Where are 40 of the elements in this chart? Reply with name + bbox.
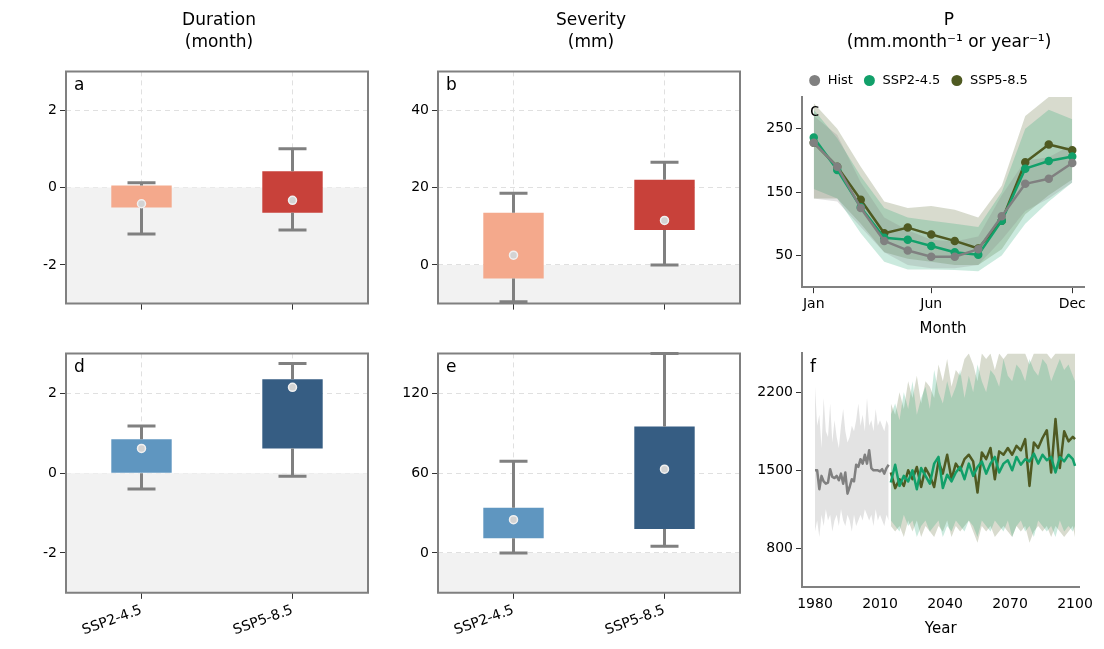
x-tick-label: 2010 [862,595,898,612]
annotation: e [446,356,457,377]
annotation: a [74,74,85,95]
x-tick-label: 1980 [797,595,833,612]
x-tick-label: 2040 [927,595,963,612]
legend-label: Hist [827,71,853,87]
annotation: f [810,356,817,377]
y-tick-label: 2 [48,100,57,117]
y-tick-label: 120 [402,383,429,400]
x-tick-label: Jan [801,295,825,312]
annotation: b [446,74,457,95]
y-tick-label: 0 [420,255,429,272]
y-tick-label: 40 [411,100,429,117]
y-tick-label: 800 [766,538,793,555]
x-tick-label: Jun [919,295,943,312]
y-tick-label: 2 [48,383,57,400]
x-tick-label: 2100 [1057,595,1093,612]
y-tick-label: 2200 [757,383,793,400]
chart-title: Duration (month) [181,8,257,53]
annotation: d [74,356,85,377]
y-tick-label: 0 [48,463,57,480]
y-tick-label: 150 [766,182,793,199]
x-tick-label: Dec [1058,295,1086,312]
y-tick-label: 0 [48,178,57,195]
y-tick-label: 20 [411,178,429,195]
y-tick-label: 1500 [757,460,793,477]
annotation: c [810,99,820,120]
x-axis-title: Year [923,618,958,637]
y-tick-label: -2 [43,543,57,560]
y-tick-label: 250 [766,119,793,136]
legend-label: SSP5-8.5 [969,71,1028,87]
y-tick-label: 60 [411,463,429,480]
y-tick-label: 50 [775,246,793,263]
y-tick-label: -2 [43,255,57,272]
chart-title: P (mm.month⁻¹ or year⁻¹) [845,8,1053,53]
legend-label: SSP2-4.5 [882,71,941,87]
x-tick-label: 2070 [992,595,1028,612]
chart-title: Severity (mm) [554,8,628,53]
x-axis-title: Month [919,318,967,337]
y-tick-label: 0 [420,543,429,560]
